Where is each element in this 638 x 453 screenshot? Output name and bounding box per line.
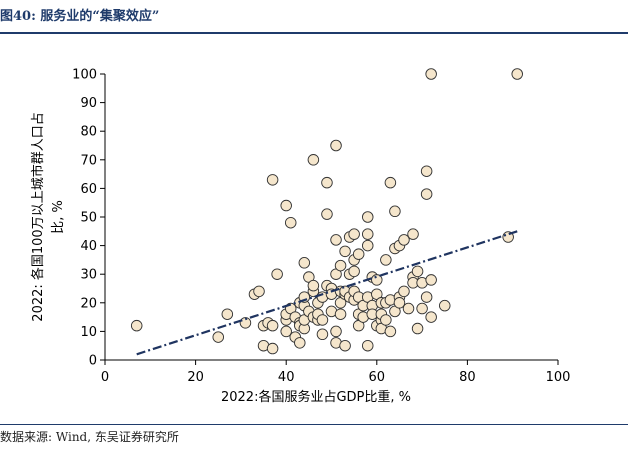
y-tick-label: 70: [80, 153, 97, 168]
y-axis-label-line2: 比, %: [51, 200, 66, 234]
data-point: [321, 208, 333, 220]
data-point: [402, 302, 415, 315]
data-point: [371, 274, 383, 286]
axes-layer: 0 10 20 30 40 50 60 70 80 90 100 0 20 40 60 80 100: [72, 68, 570, 386]
data-point: [348, 265, 360, 278]
data-point: [321, 176, 333, 189]
x-tick-label: 20: [187, 370, 204, 385]
data-point: [266, 174, 279, 186]
data-point: [416, 302, 428, 315]
y-axis-label: 2022: 各国100万以上城市群人口占 比, %: [30, 112, 66, 321]
x-axis-label: 2022:各国服务业占GDP比重, %: [221, 389, 411, 405]
data-point: [511, 68, 523, 80]
data-point: [330, 325, 342, 338]
data-point: [212, 331, 224, 343]
y-tick-label: 90: [80, 96, 97, 111]
data-point: [239, 317, 252, 329]
data-point: [307, 154, 320, 166]
data-point: [361, 211, 374, 223]
data-point: [280, 199, 292, 212]
data-point: [425, 311, 437, 323]
y-tick-label: 100: [72, 68, 97, 83]
y-tick-label: 60: [80, 182, 97, 197]
y-axis-label-line1: 2022: 各国100万以上城市群人口占: [30, 112, 46, 321]
data-point: [348, 228, 360, 240]
data-point: [330, 139, 342, 152]
data-point: [389, 205, 401, 218]
data-point: [271, 268, 283, 280]
y-tick-label: 30: [80, 268, 97, 283]
data-point: [316, 328, 329, 341]
chart-title: 图40: 服务业的“集聚效应”: [0, 9, 160, 24]
data-point: [420, 165, 433, 177]
data-point: [352, 248, 365, 260]
data-point: [380, 314, 392, 326]
y-tick-label: 20: [80, 296, 97, 311]
y-tick-label: 10: [80, 325, 97, 340]
data-point: [330, 234, 342, 246]
data-point: [420, 188, 433, 200]
x-tick-label: 40: [278, 370, 295, 385]
data-point: [398, 234, 410, 246]
data-point: [384, 325, 397, 338]
data-point: [411, 322, 424, 335]
y-tick-label: 40: [80, 239, 97, 254]
data-point: [425, 68, 437, 80]
x-tick-label: 60: [369, 370, 386, 385]
x-tick-label: 100: [546, 370, 571, 385]
data-point: [280, 325, 292, 338]
data-point: [221, 308, 234, 320]
data-point: [298, 257, 311, 269]
y-tick-label: 80: [80, 125, 97, 140]
data-point: [361, 228, 374, 240]
data-point: [361, 239, 374, 252]
data-point: [407, 228, 419, 240]
trend-line: [136, 230, 518, 356]
data-point: [384, 176, 397, 189]
data-point: [339, 245, 351, 258]
footer-divider: [0, 424, 628, 425]
data-point: [398, 285, 410, 298]
data-point: [393, 297, 406, 309]
data-point: [266, 342, 279, 355]
data-point: [266, 319, 279, 332]
source-note: 数据来源: Wind, 东吴证券研究所: [0, 430, 179, 444]
data-point: [294, 337, 306, 349]
data-point: [361, 339, 374, 352]
y-tick-label: 50: [80, 211, 97, 226]
data-point: [411, 265, 424, 278]
data-point: [339, 339, 351, 352]
y-tick-label: 0: [89, 354, 97, 369]
x-tick-label: 80: [459, 370, 476, 385]
data-point: [439, 299, 451, 312]
data-point: [425, 274, 437, 286]
data-point: [420, 291, 433, 303]
data-point: [253, 285, 265, 298]
data-point: [284, 216, 297, 229]
data-point: [380, 254, 392, 266]
data-point: [130, 319, 143, 332]
x-tick-label: 0: [101, 370, 109, 385]
data-point: [334, 259, 347, 272]
title-divider: [0, 32, 628, 34]
data-point: [307, 279, 320, 292]
data-point: [334, 308, 347, 320]
data-point: [316, 314, 329, 326]
points-layer: [130, 68, 523, 355]
